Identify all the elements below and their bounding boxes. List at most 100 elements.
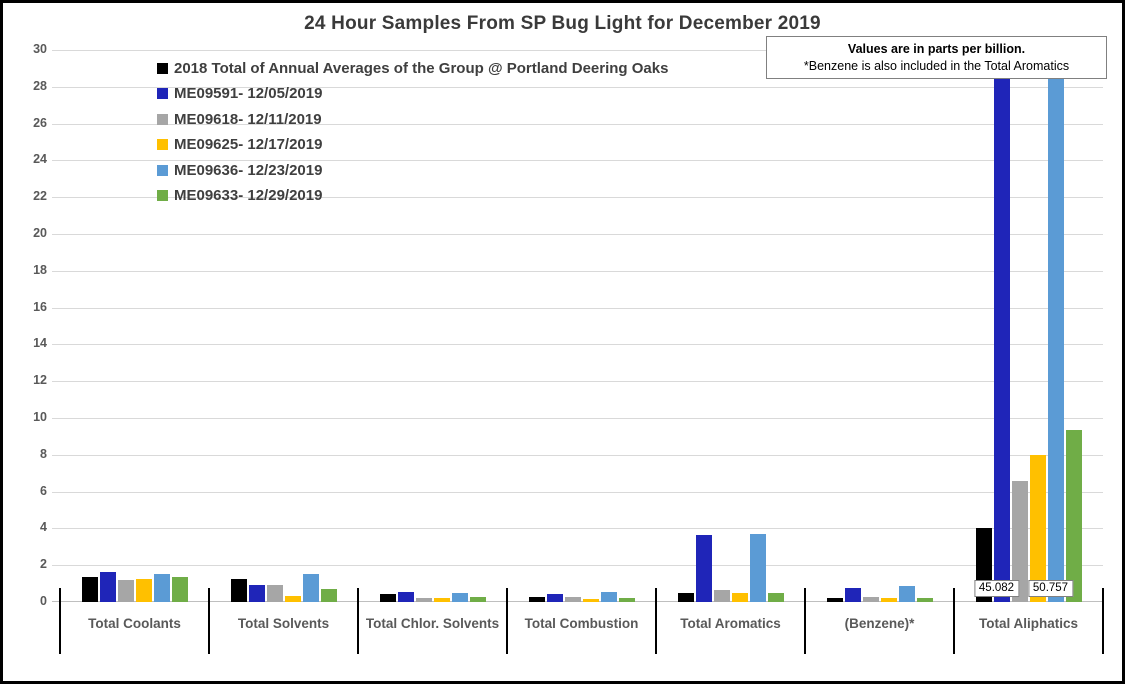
gridline-y20 — [52, 234, 1103, 235]
bar-s4-c4 — [749, 533, 766, 602]
y-tick-label-12: 12 — [33, 373, 47, 388]
bar-s2-c3 — [564, 597, 581, 602]
bar-s4-c1 — [302, 573, 319, 602]
y-tick-label-10: 10 — [33, 410, 47, 424]
gridline-y2 — [52, 565, 1103, 567]
bar-s3-c3 — [582, 599, 599, 602]
bar-s2-c2 — [415, 598, 432, 602]
bar-s3-c4 — [731, 592, 748, 602]
category-label-3: Total Combustion — [524, 616, 639, 631]
category-separator-3 — [506, 588, 508, 654]
legend-label: 2018 Total of Annual Averages of the Gro… — [174, 60, 669, 77]
bar-s4-c5 — [898, 586, 915, 602]
y-tick-label-2: 2 — [40, 557, 47, 572]
bar-s0-c1 — [230, 579, 247, 602]
legend-swatch-icon — [157, 63, 168, 74]
note-line-units: Values are in parts per billion. — [847, 42, 1026, 56]
y-tick-label-8: 8 — [40, 446, 47, 461]
bar-s5-c6 — [1065, 430, 1082, 602]
category-label-1: Total Solvents — [237, 616, 330, 631]
bar-s1-c4 — [695, 534, 712, 602]
bar-s3-c6 — [1029, 454, 1046, 602]
y-tick-label-28: 28 — [33, 78, 47, 93]
category-separator-0 — [59, 588, 61, 654]
bar-s5-c5 — [916, 598, 933, 602]
note-line-benzene: *Benzene is also included in the Total A… — [803, 59, 1070, 73]
bar-s3-c2 — [433, 598, 450, 602]
legend-swatch-icon — [157, 190, 168, 201]
category-separator-7 — [1102, 588, 1104, 654]
y-tick-label-22: 22 — [33, 189, 47, 204]
data-label-0: 45.082 — [973, 580, 1020, 597]
gridline-y18 — [52, 270, 1103, 272]
bar-s5-c1 — [320, 589, 337, 602]
bar-s1-c2 — [397, 591, 414, 602]
gridline-y24 — [52, 160, 1103, 162]
bar-s0-c4 — [677, 592, 694, 602]
bar-s1-c1 — [248, 584, 265, 602]
category-separator-5 — [804, 588, 806, 654]
bar-s0-c5 — [826, 598, 843, 602]
y-tick-label-0: 0 — [40, 594, 47, 608]
legend-swatch-icon — [157, 113, 168, 125]
bar-s3-c5 — [880, 598, 897, 602]
gridline-y12 — [52, 381, 1103, 383]
legend-item-3: ME09625- 12/17/2019 — [157, 136, 322, 156]
bar-s1-c5 — [844, 588, 861, 602]
legend-swatch-icon — [157, 88, 168, 100]
gridline-y10 — [52, 418, 1103, 419]
gridline-y22 — [52, 197, 1103, 199]
category-label-5: (Benzene)* — [844, 616, 915, 631]
bar-s4-c0 — [153, 574, 170, 602]
legend-swatch-icon — [157, 164, 168, 176]
y-tick-label-26: 26 — [33, 115, 47, 130]
bar-s1-c6 — [993, 50, 1010, 602]
plot-area — [52, 50, 1103, 602]
y-tick-label-20: 20 — [33, 226, 47, 240]
category-label-6: Total Aliphatics — [978, 616, 1078, 631]
bar-s4-c3 — [600, 591, 617, 602]
gridline-y6 — [52, 491, 1103, 493]
legend-label: ME09633- 12/29/2019 — [174, 187, 323, 204]
bar-s5-c0 — [171, 577, 188, 602]
legend-item-5: ME09633- 12/29/2019 — [157, 187, 322, 207]
legend-item-1: ME09591- 12/05/2019 — [157, 85, 322, 105]
bar-s2-c5 — [862, 597, 879, 602]
bar-s5-c4 — [767, 592, 784, 602]
category-separator-6 — [953, 588, 955, 654]
gridline-y14 — [52, 344, 1103, 346]
legend-item-4: ME09636- 12/23/2019 — [157, 162, 322, 182]
bar-s0-c3 — [528, 596, 545, 602]
bar-s4-c2 — [451, 592, 468, 602]
gridline-y26 — [52, 123, 1103, 125]
bar-s2-c0 — [117, 579, 134, 602]
y-tick-label-16: 16 — [33, 299, 47, 314]
gridline-y30 — [52, 50, 1103, 51]
bar-s2-c4 — [713, 590, 730, 602]
gridline-y28 — [52, 86, 1103, 88]
chart-title: 24 Hour Samples From SP Bug Light for De… — [304, 13, 821, 34]
legend-item-2: ME09618- 12/11/2019 — [157, 111, 322, 131]
legend-swatch-icon — [157, 139, 168, 151]
note-box: Values are in parts per billion. *Benzen… — [766, 36, 1107, 79]
gridline-y8 — [52, 454, 1103, 456]
category-separator-1 — [208, 588, 210, 654]
bar-s1-c3 — [546, 593, 563, 602]
bar-s2-c1 — [266, 585, 283, 602]
gridline-y4 — [52, 528, 1103, 530]
data-label-1: 50.757 — [1027, 580, 1074, 597]
bar-s4-c6 — [1047, 50, 1064, 602]
bar-s0-c0 — [81, 577, 98, 602]
gridline-y16 — [52, 307, 1103, 309]
y-tick-label-18: 18 — [33, 262, 47, 277]
category-label-0: Total Coolants — [88, 616, 181, 631]
bar-s5-c2 — [469, 597, 486, 602]
legend-item-0: 2018 Total of Annual Averages of the Gro… — [157, 60, 668, 80]
category-label-4: Total Aromatics — [680, 616, 781, 631]
y-tick-label-6: 6 — [40, 483, 47, 498]
category-label-2: Total Chlor. Solvents — [365, 616, 500, 631]
bar-s3-c1 — [284, 595, 301, 602]
bar-s3-c0 — [135, 579, 152, 602]
bar-s1-c0 — [99, 571, 116, 602]
